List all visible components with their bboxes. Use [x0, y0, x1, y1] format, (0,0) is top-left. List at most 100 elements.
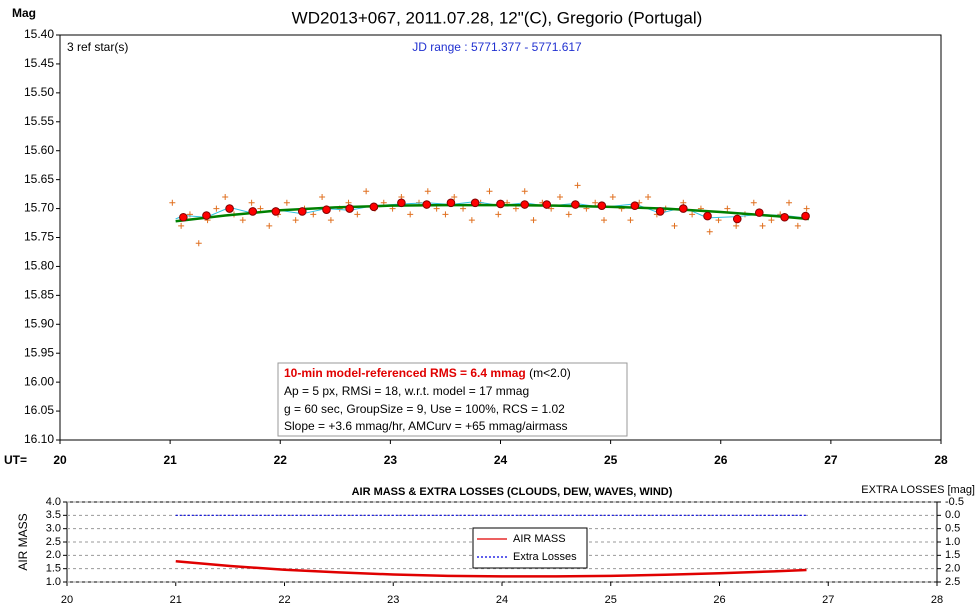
data-point	[424, 188, 431, 195]
y-tick-label: 15.85	[24, 288, 54, 302]
data-point	[724, 205, 731, 212]
data-point	[645, 194, 652, 200]
y-tick-label: 3.5	[46, 509, 61, 521]
data-point	[732, 214, 742, 224]
data-point	[271, 207, 281, 216]
x-tick-label: 28	[934, 453, 948, 467]
data-point	[422, 200, 432, 209]
x-tick-label: 28	[931, 594, 943, 606]
data-point	[407, 211, 414, 218]
data-point	[565, 211, 572, 218]
data-point	[750, 199, 757, 206]
data-point	[442, 211, 449, 218]
y-tick-label: 15.50	[24, 85, 54, 99]
x-tick-label: 22	[278, 594, 290, 606]
data-point	[679, 204, 688, 213]
y-tick-label: 15.60	[24, 143, 54, 157]
data-point	[571, 200, 580, 209]
y2-tick-label: 2.5	[945, 576, 960, 588]
info-text: 10-min model-referenced RMS = 6.4 mmag (…	[284, 366, 571, 380]
data-point	[470, 198, 480, 208]
data-point	[345, 204, 354, 213]
data-point	[592, 199, 599, 206]
y-tick-label: 16.10	[24, 432, 54, 446]
y-tick-label: 16.05	[24, 403, 54, 417]
data-point	[322, 205, 331, 215]
data-point	[433, 205, 440, 212]
data-point	[363, 188, 370, 195]
x-tick-label: 23	[384, 453, 398, 467]
data-point	[715, 217, 722, 224]
data-point	[542, 200, 552, 209]
y2-tick-label: 1.0	[945, 536, 960, 548]
y2-tick-label: 1.5	[945, 549, 960, 561]
y-tick-label: 15.40	[24, 27, 54, 41]
x-tick-label: 21	[163, 453, 177, 467]
data-point	[397, 198, 406, 208]
data-point	[520, 200, 530, 209]
data-point	[257, 205, 264, 212]
data-point	[759, 222, 766, 229]
data-point	[486, 188, 493, 195]
data-point	[803, 205, 810, 212]
y2-tick-label: 0.0	[945, 509, 960, 521]
data-point	[786, 199, 793, 206]
data-point	[248, 199, 255, 206]
data-point	[754, 208, 764, 217]
data-point	[706, 228, 713, 235]
y-tick-label: 15.75	[24, 230, 54, 244]
rms-text: 10-min model-referenced RMS = 6.4 mmag	[284, 366, 526, 380]
y-tick-label: 2.0	[46, 549, 61, 561]
x-tick-label: 27	[824, 453, 838, 467]
data-point	[451, 194, 458, 200]
data-point	[222, 194, 229, 200]
data-point	[574, 182, 581, 189]
y-tick-label: 3.0	[46, 523, 61, 535]
data-point	[297, 207, 307, 216]
chart-title: WD2013+067, 2011.07.28, 12"(C), Gregorio…	[292, 8, 703, 27]
data-point	[460, 205, 467, 212]
y-tick-label: 1.0	[46, 576, 61, 588]
y-tick-label: 15.45	[24, 56, 54, 70]
legend-label: Extra Losses	[513, 551, 577, 563]
data-point	[179, 212, 188, 222]
info-box	[277, 362, 628, 437]
data-point	[248, 207, 258, 216]
data-point	[496, 199, 505, 209]
data-point	[689, 211, 696, 218]
data-point	[627, 217, 634, 224]
annotation: JD range : 5771.377 - 5771.617	[412, 40, 582, 54]
data-point	[733, 222, 740, 229]
legend-label: AIR MASS	[513, 533, 566, 545]
data-point	[801, 211, 810, 221]
x-tick-label: 27	[822, 594, 834, 606]
data-point	[310, 211, 317, 218]
x-tick-label: 25	[604, 453, 618, 467]
x-tick-label: 24	[494, 453, 508, 467]
data-point	[225, 204, 234, 213]
data-point	[556, 194, 563, 200]
data-point	[239, 217, 246, 224]
y-tick-label: 2.5	[46, 536, 61, 548]
y-axis-label: Mag	[12, 6, 36, 20]
data-point	[169, 199, 176, 206]
data-point	[597, 201, 607, 210]
y-tick-label: 15.55	[24, 114, 54, 128]
data-point	[213, 205, 220, 212]
data-point	[202, 211, 211, 220]
data-point	[283, 199, 290, 206]
y-tick-label: 15.95	[24, 345, 54, 359]
data-point	[195, 240, 202, 247]
data-point	[530, 217, 537, 224]
data-point	[703, 211, 712, 221]
data-point	[630, 201, 640, 210]
info-text: g = 60 sec, GroupSize = 9, Use = 100%, R…	[284, 402, 565, 416]
annotation: 3 ref star(s)	[67, 40, 128, 54]
y2-tick-label: -0.5	[945, 496, 964, 508]
data-point	[319, 194, 326, 200]
chart-title: AIR MASS & EXTRA LOSSES (CLOUDS, DEW, WA…	[352, 486, 673, 498]
data-point	[266, 222, 273, 229]
data-point	[512, 205, 519, 212]
data-point	[671, 222, 678, 229]
